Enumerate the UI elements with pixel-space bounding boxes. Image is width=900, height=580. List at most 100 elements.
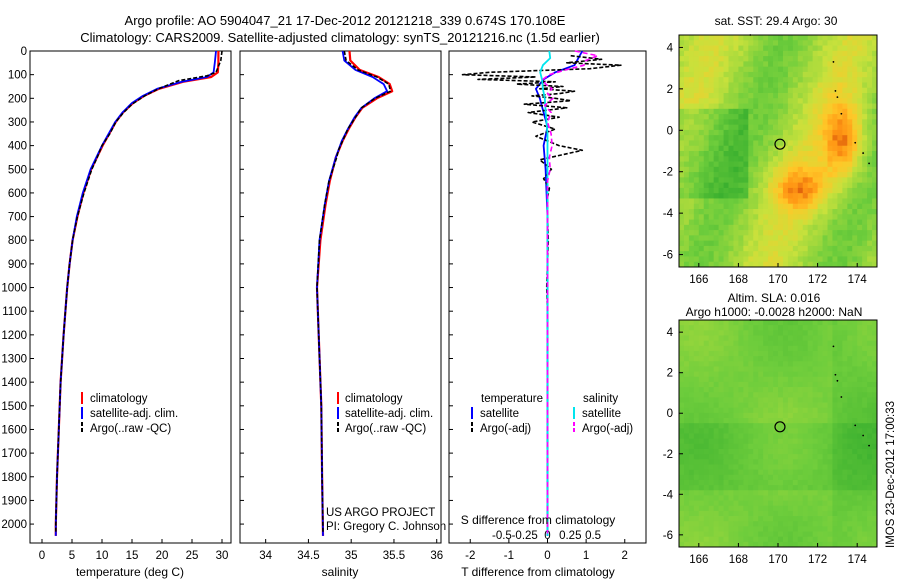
map-cell <box>748 376 754 383</box>
map-cell <box>827 209 833 215</box>
map-cell <box>738 340 744 347</box>
map-cell <box>847 35 853 41</box>
map-cell <box>693 108 700 115</box>
map-cell <box>763 428 769 434</box>
map-cell <box>693 469 700 476</box>
map-cell <box>847 531 853 538</box>
map-cell <box>728 214 734 220</box>
map-cell <box>698 82 705 89</box>
map-cell <box>812 103 818 110</box>
map-cell <box>827 330 833 336</box>
map-cell <box>728 541 734 548</box>
map-cell <box>832 114 838 120</box>
map-cell <box>817 510 823 517</box>
map-cell <box>842 459 848 465</box>
map-cell <box>812 198 818 205</box>
map-cell <box>842 335 848 342</box>
map-cell <box>758 531 764 538</box>
map-cell <box>852 320 858 326</box>
map-cell <box>847 145 853 152</box>
map-cell <box>802 124 809 131</box>
map-cell <box>738 198 744 205</box>
map-cell <box>822 224 828 231</box>
map-cell <box>792 361 799 367</box>
map-cell <box>773 224 779 231</box>
map-cell <box>782 516 789 522</box>
map-cell <box>713 124 719 131</box>
map-cell <box>827 397 833 403</box>
map-cell <box>723 402 729 409</box>
map-cell <box>743 240 749 247</box>
map-cell <box>768 541 774 548</box>
map-cell <box>782 402 789 409</box>
map-cell <box>718 230 724 236</box>
map-cell <box>748 541 754 548</box>
map-cell <box>862 454 868 460</box>
map-cell <box>802 500 809 507</box>
map-cell <box>797 187 804 194</box>
map-cell <box>787 495 794 501</box>
map-cell <box>763 500 769 507</box>
map-cell <box>847 240 853 247</box>
map-cell <box>698 531 705 538</box>
map-cell <box>792 82 799 89</box>
map-cell <box>787 536 794 543</box>
map-cell <box>827 45 833 52</box>
map-cell <box>748 77 754 83</box>
map-cell <box>867 177 873 184</box>
map-cell <box>792 412 799 419</box>
map-cell <box>679 510 685 517</box>
map-cell <box>847 428 853 434</box>
map-cell <box>763 516 769 522</box>
map-cell <box>718 156 724 162</box>
map-cell <box>693 381 700 388</box>
map-cell <box>782 135 789 141</box>
map-cell <box>758 114 764 120</box>
map-cell <box>723 479 729 486</box>
map-cell <box>748 261 754 268</box>
map-cell <box>743 103 749 110</box>
map-cell <box>787 135 794 141</box>
map-cell <box>753 119 759 126</box>
map-cell <box>822 510 828 517</box>
map-cell <box>778 387 784 393</box>
depth-tick-label: 400 <box>8 141 27 153</box>
map-cell <box>792 340 799 347</box>
map-cell <box>743 366 749 372</box>
map-cell <box>688 66 695 73</box>
map-cell <box>703 61 710 68</box>
map-cell <box>837 45 843 52</box>
map-cell <box>867 423 873 429</box>
island-dot <box>862 434 865 437</box>
map-cell <box>787 50 794 57</box>
map-cell <box>679 161 685 168</box>
map-cell <box>738 356 744 362</box>
map-cell <box>807 541 814 548</box>
map-cell <box>817 124 823 131</box>
map-cell <box>862 203 868 210</box>
map-cell <box>768 71 774 78</box>
map-cell <box>758 459 764 465</box>
map-cell <box>787 541 794 548</box>
map-cell <box>867 500 873 507</box>
map-cell <box>718 235 724 242</box>
island-dot <box>749 319 752 321</box>
map-cell <box>683 87 690 94</box>
map-cell <box>867 371 873 378</box>
map-cell <box>862 325 868 331</box>
x-tick-label: 2 <box>622 550 628 562</box>
map-cell <box>857 177 863 184</box>
map-cell <box>852 469 858 476</box>
map-cell <box>867 350 873 357</box>
map-cell <box>713 541 719 548</box>
map-cell <box>679 407 685 414</box>
map-cell <box>832 230 838 236</box>
map-cell <box>862 521 868 527</box>
map-cell <box>797 407 804 414</box>
map-cell <box>743 40 749 46</box>
map-cell <box>738 103 744 110</box>
project-label: US ARGO PROJECT <box>326 507 435 519</box>
map-cell <box>748 224 754 231</box>
map-cell <box>763 140 769 147</box>
map-cell <box>738 366 744 372</box>
